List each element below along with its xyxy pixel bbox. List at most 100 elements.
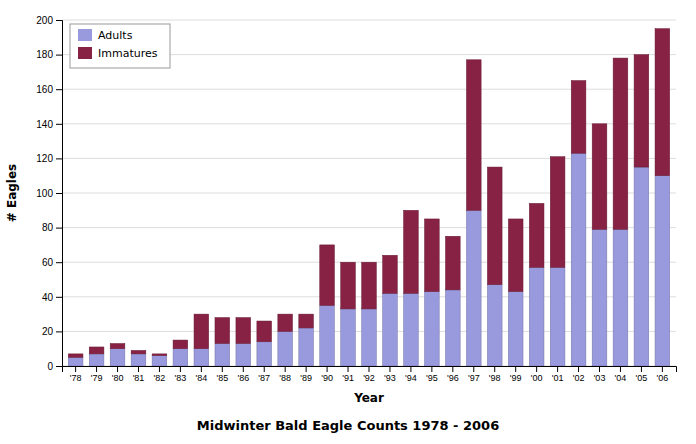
tick: '96 [447,366,459,383]
series [68,29,669,358]
tick: '00 [531,366,543,383]
bar [68,357,83,366]
tick-label: '05 [636,373,648,383]
tick-mark [557,366,558,372]
bar [445,290,460,366]
tick-mark [369,366,370,372]
tick: 0 [47,361,62,372]
bar [634,55,649,167]
bar [194,349,209,366]
axis-line [63,367,677,373]
bar [299,328,314,366]
legend-swatch [78,47,92,59]
bar [508,292,523,366]
tick-label: 180 [36,49,53,60]
tick: '79 [91,366,103,383]
tick-mark [494,366,495,372]
tick: 160 [36,84,62,95]
tick: '78 [70,366,82,383]
tick-mark [327,366,328,372]
tick-mark [222,366,223,372]
tick: 200 [36,15,62,26]
tick-label: '99 [510,373,522,383]
tick-mark [56,297,62,298]
tick-label: 60 [42,257,54,268]
tick: '98 [489,366,501,383]
tick: '06 [657,366,669,383]
tick-label: '91 [342,373,354,383]
bar [592,229,607,366]
tick-mark [536,366,537,372]
tick-label: 120 [36,153,53,164]
tick-label: 40 [42,292,54,303]
bar [655,176,670,366]
tick-mark [56,193,62,194]
bar [404,293,419,366]
bar [383,255,398,293]
bar [487,167,502,285]
tick-label: 160 [36,84,53,95]
bar [131,354,146,366]
tick-mark [56,228,62,229]
tick-label: '78 [70,373,82,383]
tick-mark [599,366,600,372]
tick-mark [56,331,62,332]
tick: '87 [258,366,270,383]
tick-mark [56,55,62,56]
tick: '02 [573,366,585,383]
tick-label: '04 [615,373,627,383]
bar [89,347,104,354]
tick-label: '98 [489,373,501,383]
tick-label: '83 [175,373,187,383]
bar [383,293,398,366]
tick-label: '79 [91,373,103,383]
tick-mark [285,366,286,372]
bars [68,29,669,366]
tick: '92 [363,366,375,383]
tick-label: '80 [112,373,124,383]
tick-label: '89 [300,373,312,383]
tick-mark [306,366,307,372]
plot: '78'79'80'81'82'83'84'85'86'87'88'89'90'… [36,15,676,384]
bar [173,340,188,349]
bar [341,309,356,366]
bar [173,349,188,366]
tick-label: '84 [195,373,207,383]
bar [110,349,125,366]
bar [362,309,377,366]
tick: '97 [468,366,480,383]
bar [404,210,419,293]
tick: '90 [321,366,333,383]
bar [613,58,628,229]
bar [571,81,586,154]
tick: 140 [36,119,62,130]
tick-mark [389,366,390,372]
bar [236,318,251,344]
grid [62,20,676,366]
tick: '86 [237,366,249,383]
bar [320,245,335,306]
tick-label: '88 [279,373,291,383]
bar [257,342,272,366]
tick-label: '87 [258,373,270,383]
tick-mark [452,366,453,372]
legend-item: Adults [78,29,133,42]
bar [152,356,167,366]
bar [529,203,544,267]
bar [550,157,565,268]
tick-mark [431,366,432,372]
bar [89,354,104,366]
tick-label: '92 [363,373,375,383]
bar [445,236,460,290]
bar [278,314,293,331]
tick: '01 [552,366,564,383]
tick: '05 [636,366,648,383]
tick: 20 [42,326,62,337]
tick-label: '90 [321,373,333,383]
tick-mark [180,366,181,372]
tick-label: '02 [573,373,585,383]
tick-mark [96,366,97,372]
bar [613,229,628,366]
tick-label: 200 [36,15,53,26]
bar [466,210,481,366]
